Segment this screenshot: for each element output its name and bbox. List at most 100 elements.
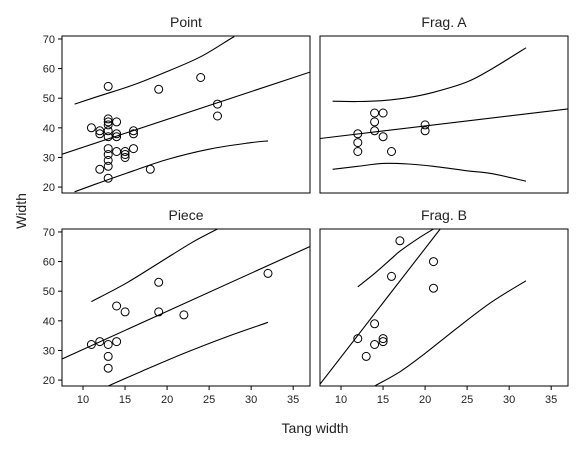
data-point <box>103 363 113 373</box>
data-point <box>378 108 388 118</box>
data-point <box>370 126 380 136</box>
data-point <box>353 138 363 148</box>
data-point <box>112 132 122 142</box>
panel-title: Frag. A <box>421 14 467 30</box>
data-point <box>120 147 130 156</box>
data-point <box>154 84 164 94</box>
panel-title: Frag. B <box>421 207 467 223</box>
y-tick-label: 30 <box>43 152 55 164</box>
data-point <box>387 271 396 281</box>
regression-line <box>62 71 310 155</box>
y-tick-label: 30 <box>43 345 55 357</box>
data-point <box>361 351 371 361</box>
data-point <box>103 81 113 91</box>
data-point <box>145 164 155 174</box>
y-tick-label: 40 <box>43 316 55 328</box>
panel-frame <box>61 35 311 194</box>
data-point <box>420 126 430 136</box>
data-point <box>353 129 363 139</box>
panel-point: Point 20 30 40 50 60 70 <box>43 14 311 194</box>
panel-frame <box>61 228 311 387</box>
panel-frame <box>319 228 569 387</box>
panel-frag-b: Frag. B 10 15 20 25 30 35 <box>319 207 569 406</box>
upper-confidence-curve <box>74 36 235 105</box>
x-tick-label: 35 <box>545 394 557 406</box>
data-point <box>213 99 222 109</box>
x-tick-label: 30 <box>503 394 515 406</box>
data-point <box>129 144 138 154</box>
data-point <box>112 129 122 139</box>
data-point <box>103 161 113 171</box>
data-point <box>370 117 380 127</box>
data-point <box>429 257 438 267</box>
data-point <box>213 111 222 121</box>
data-point <box>429 283 438 293</box>
data-point <box>120 153 130 162</box>
data-point <box>95 337 105 347</box>
data-point <box>112 117 122 127</box>
y-tick-label: 20 <box>43 182 55 194</box>
data-point <box>179 310 189 320</box>
x-tick-label: 30 <box>245 394 257 406</box>
data-point <box>129 129 138 139</box>
panel-title: Piece <box>168 207 203 223</box>
data-point <box>154 277 164 287</box>
data-point <box>103 340 113 349</box>
x-tick-label: 15 <box>377 394 389 406</box>
data-point <box>120 307 130 317</box>
x-axis-label: Tang width <box>282 420 349 436</box>
y-tick-label: 60 <box>43 257 55 269</box>
data-point <box>103 144 113 154</box>
data-point <box>120 150 130 159</box>
data-point <box>420 120 430 130</box>
x-tick-label: 15 <box>119 394 131 406</box>
data-point <box>103 351 113 361</box>
x-tick-label: 20 <box>419 394 431 406</box>
x-tick-label: 20 <box>161 394 173 406</box>
upper-confidence-curve <box>357 229 434 288</box>
data-point <box>103 114 113 124</box>
y-tick-label: 70 <box>43 34 55 46</box>
lower-confidence-curve <box>332 162 527 182</box>
data-point <box>103 120 113 130</box>
panel-title: Point <box>170 14 202 30</box>
x-tick-label: 25 <box>203 394 215 406</box>
lower-confidence-curve <box>107 321 269 386</box>
lower-confidence-curve <box>374 280 527 386</box>
y-tick-label: 20 <box>43 375 55 387</box>
data-point <box>196 73 206 82</box>
y-tick-label: 60 <box>43 64 55 76</box>
panel-frag-a: Frag. A <box>319 14 569 194</box>
data-point <box>378 132 388 142</box>
y-axis-label: Width <box>13 193 29 229</box>
data-point <box>387 147 396 156</box>
upper-confidence-curve <box>332 47 527 103</box>
upper-confidence-curve <box>91 229 218 303</box>
x-tick-label: 10 <box>77 394 89 406</box>
data-point <box>353 334 363 344</box>
data-point <box>112 301 122 311</box>
data-point <box>103 155 113 165</box>
data-point <box>370 340 380 349</box>
lower-confidence-curve <box>74 140 269 193</box>
y-tick-label: 50 <box>43 93 55 105</box>
data-point <box>103 150 113 159</box>
data-point <box>103 126 113 136</box>
regression-line <box>320 229 441 385</box>
data-point <box>103 173 113 183</box>
data-point <box>378 337 388 347</box>
panel-frame <box>319 35 569 194</box>
x-tick-label: 25 <box>461 394 473 406</box>
panel-plot-area <box>320 229 527 386</box>
data-point <box>86 123 96 133</box>
data-point <box>112 337 122 347</box>
data-point <box>395 236 405 246</box>
data-point <box>353 147 363 156</box>
data-point <box>95 164 105 174</box>
data-point <box>95 129 105 139</box>
panel-plot-area <box>62 229 310 386</box>
panel-plot-area <box>320 47 568 182</box>
y-tick-label: 70 <box>43 227 55 239</box>
data-point <box>154 307 164 317</box>
